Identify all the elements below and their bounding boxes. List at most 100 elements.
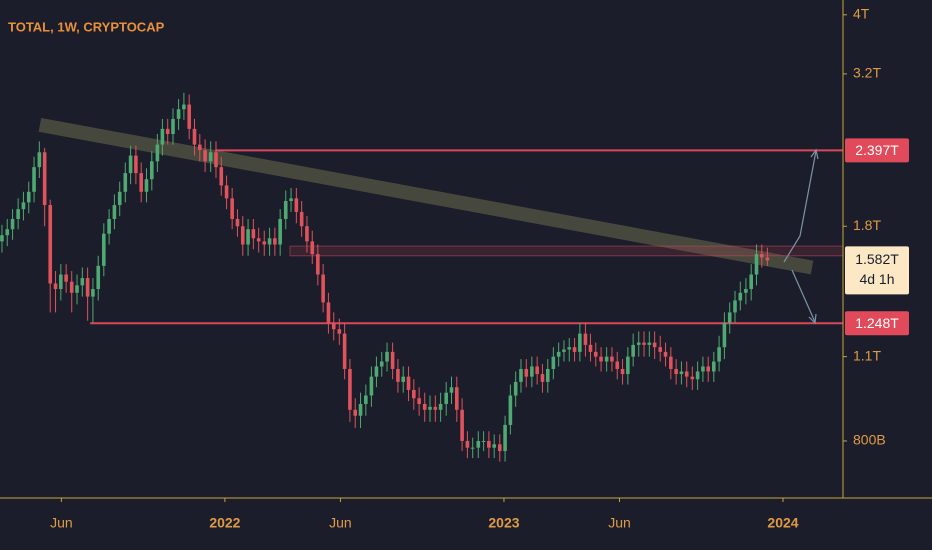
plot-area (0, 92, 844, 462)
candle-body (230, 198, 234, 219)
candle-body (289, 198, 293, 202)
candle-body (492, 444, 496, 448)
candle-body (310, 241, 315, 255)
candle-body (75, 285, 79, 293)
candle-body (717, 347, 721, 362)
candle-body (551, 356, 556, 369)
level-label: 2.397T (855, 142, 899, 158)
candle-body (112, 205, 117, 219)
candle-body (433, 406, 438, 410)
candle-body (176, 109, 181, 119)
arrow-head (808, 313, 817, 325)
candle-body (519, 368, 523, 382)
candle-body (379, 361, 384, 367)
candle-body (765, 257, 770, 261)
candle-body (583, 333, 588, 345)
candle-body (235, 218, 240, 227)
candle-body (497, 444, 502, 452)
candle-body (588, 344, 593, 352)
arrows (783, 148, 819, 325)
candle-body (342, 333, 347, 369)
candle-body (294, 198, 299, 212)
chart-title: TOTAL, 1W, CRYPTOCAP (8, 19, 165, 34)
candle-body (37, 152, 42, 168)
y-tick-label: 800B (853, 432, 886, 448)
arrow-up (783, 150, 817, 263)
candle-body (251, 229, 256, 239)
candle-body (530, 366, 534, 377)
candle-body (406, 376, 411, 390)
candle-body (267, 238, 272, 245)
candle-body (428, 406, 432, 410)
candle-body (197, 144, 202, 151)
x-tick-label: Jun (329, 515, 352, 531)
candle-body (102, 233, 106, 266)
candle-body (465, 440, 470, 448)
candle-body (26, 191, 31, 203)
candle-body (203, 150, 207, 162)
candle-body (610, 356, 614, 362)
candle-body (712, 361, 716, 372)
candle-body (727, 312, 732, 323)
candle-body (487, 440, 491, 448)
candle-body (615, 361, 620, 369)
countdown: 4d 1h (859, 271, 894, 287)
candle-body (171, 118, 175, 135)
candle-body (0, 235, 4, 242)
candle-body (283, 201, 288, 219)
x-tick-label: Jun (608, 515, 631, 531)
candle-body (48, 205, 53, 284)
candle-body (214, 152, 218, 168)
candle-body (636, 342, 641, 345)
candle-body (744, 289, 748, 293)
candle-body (572, 347, 577, 352)
y-tick-label: 4T (853, 6, 870, 22)
candle-body (513, 381, 518, 396)
candle-body (273, 238, 277, 245)
candle-body (503, 424, 507, 452)
x-tick-label: 2024 (767, 515, 798, 531)
candle-body (80, 278, 85, 286)
candle-body (374, 366, 379, 377)
candle-body (128, 155, 133, 174)
candle-body (631, 344, 635, 357)
candle-body (759, 254, 764, 258)
candle-body (444, 392, 448, 404)
arrow-head (810, 148, 819, 160)
candle-body (578, 333, 582, 352)
candle-body (208, 152, 213, 162)
candle-body (246, 229, 250, 245)
candle-body (256, 238, 261, 242)
x-tick-label: 2022 (209, 515, 240, 531)
candle-body (53, 283, 58, 290)
candle-body (412, 389, 416, 399)
candle-body (476, 440, 481, 448)
candle-body (139, 173, 143, 192)
candle-body (754, 254, 759, 275)
candle-body (369, 376, 374, 396)
candle-body (422, 403, 427, 410)
candle-body (460, 409, 464, 441)
candle-body (192, 128, 197, 145)
candle-body (535, 366, 539, 375)
candle-body (690, 376, 695, 380)
candle-body (85, 278, 90, 297)
candle-body (684, 371, 689, 377)
candle-body (599, 356, 603, 362)
level-label-box (845, 311, 909, 336)
x-tick-label: Jun (50, 515, 73, 531)
candle-body (738, 292, 743, 301)
candle-body (454, 387, 459, 410)
candle-body (165, 128, 170, 135)
candle-body (642, 342, 646, 345)
candle-body (545, 368, 550, 382)
candle-body (663, 351, 668, 357)
level-label-box (845, 138, 909, 163)
last-price-label: 1.582T (855, 251, 899, 267)
candle-body (701, 366, 705, 372)
candle-body (219, 167, 224, 186)
arrow-down (791, 269, 816, 323)
level-label: 1.248T (855, 315, 899, 331)
